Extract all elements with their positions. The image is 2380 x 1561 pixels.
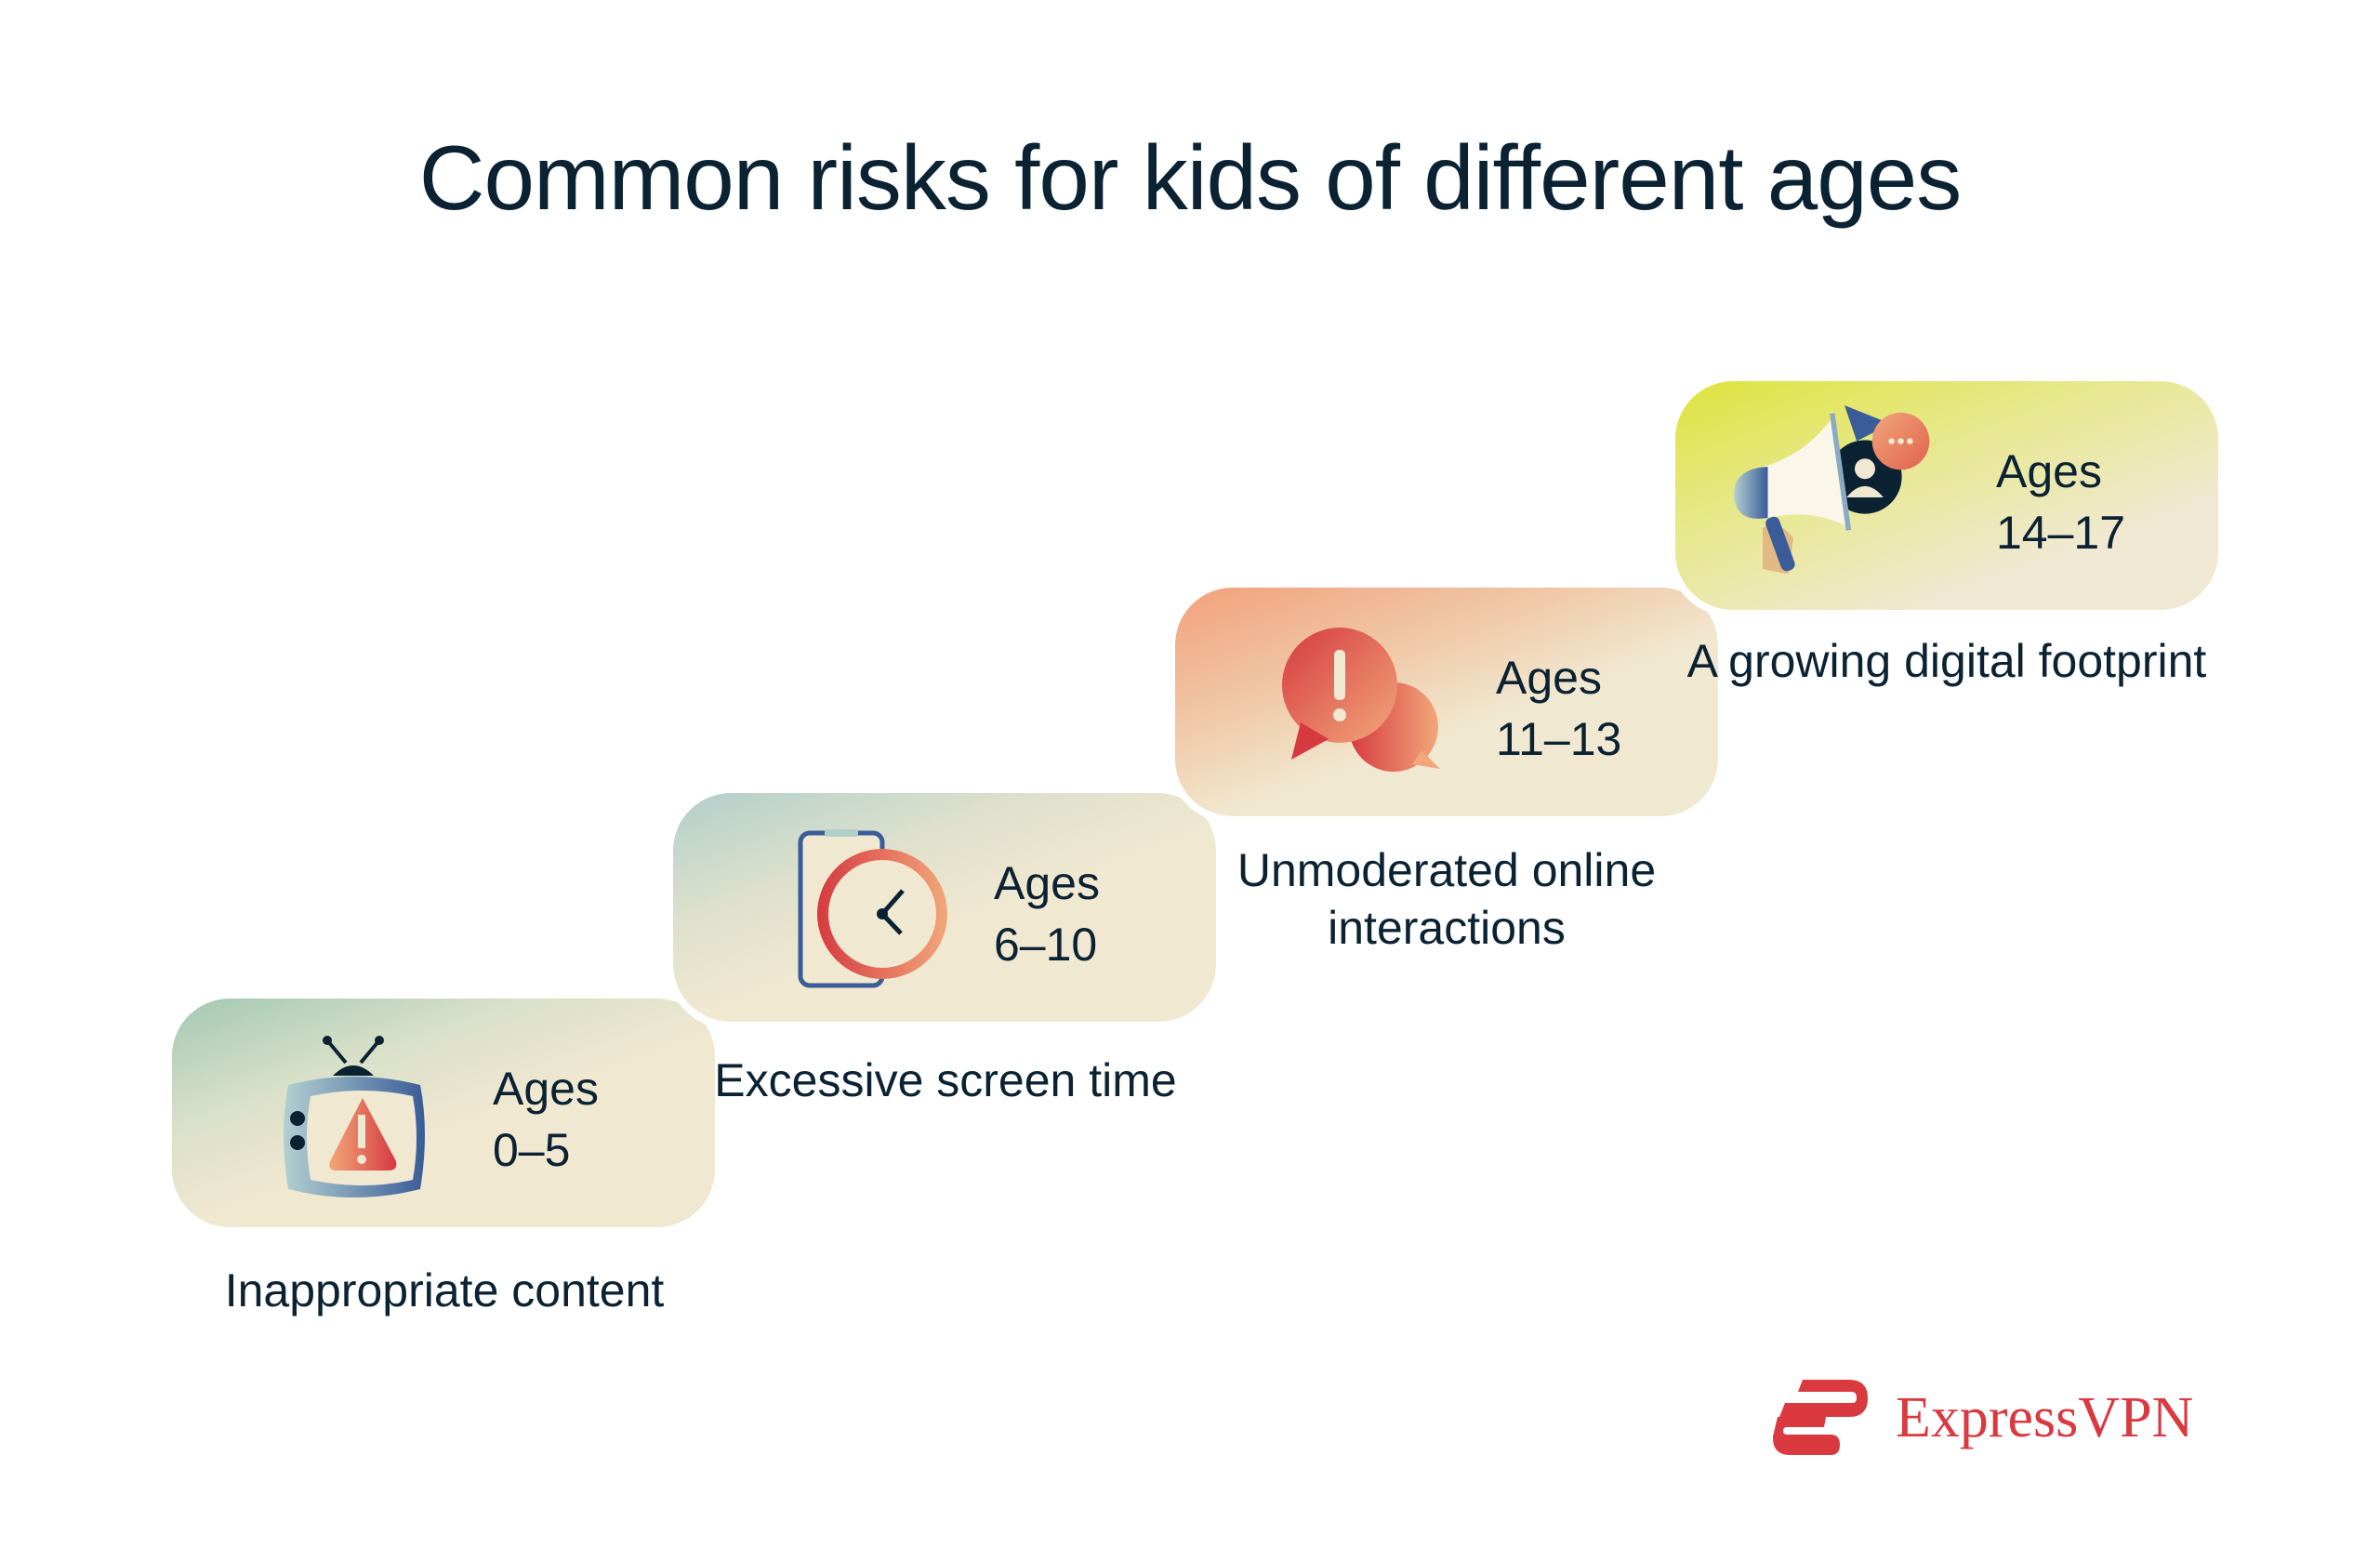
step-card-ages-14-17: Ages 14–17 <box>1675 381 2218 610</box>
ages-label: Ages <box>493 1063 599 1115</box>
ages-label: Ages <box>1496 652 1602 704</box>
ages-range-value: 0–5 <box>493 1124 571 1176</box>
chat-alert-icon <box>1282 628 1440 772</box>
brand-name: ExpressVPN <box>1896 1386 2194 1449</box>
ages-range-value: 11–13 <box>1496 713 1622 765</box>
step-card-ages-6-10: Ages 6–10 <box>673 793 1216 1022</box>
risk-label: Inappropriate content <box>224 1264 665 1316</box>
ages-label: Ages <box>994 857 1100 909</box>
ages-range-value: 6–10 <box>994 919 1098 971</box>
risk-label: Unmoderated online interactions <box>1236 844 1657 954</box>
age-range: Ages 0–5 <box>493 1058 599 1181</box>
risk-label: Excessive screen time <box>714 1054 1177 1106</box>
risk-label: A growing digital footprint <box>1686 635 2207 687</box>
phone-clock-icon <box>798 829 947 988</box>
step-card-ages-0-5: Ages 0–5 <box>172 999 715 1227</box>
tv-warning-icon <box>284 1036 425 1197</box>
expressvpn-logo-mark <box>1772 1380 1868 1455</box>
ages-label: Ages <box>1996 445 2102 497</box>
megaphone-icon <box>1734 405 1930 575</box>
ages-range-value: 14–17 <box>1996 507 2126 559</box>
age-range: Ages 6–10 <box>994 853 1100 975</box>
age-range: Ages 11–13 <box>1496 647 1621 770</box>
page-title: Common risks for kids of different ages <box>418 126 1963 229</box>
expressvpn-logo: ExpressVPN <box>1770 1370 2198 1463</box>
step-card-ages-11-13: Ages 11–13 <box>1175 588 1718 816</box>
age-range: Ages 14–17 <box>1996 441 2125 563</box>
